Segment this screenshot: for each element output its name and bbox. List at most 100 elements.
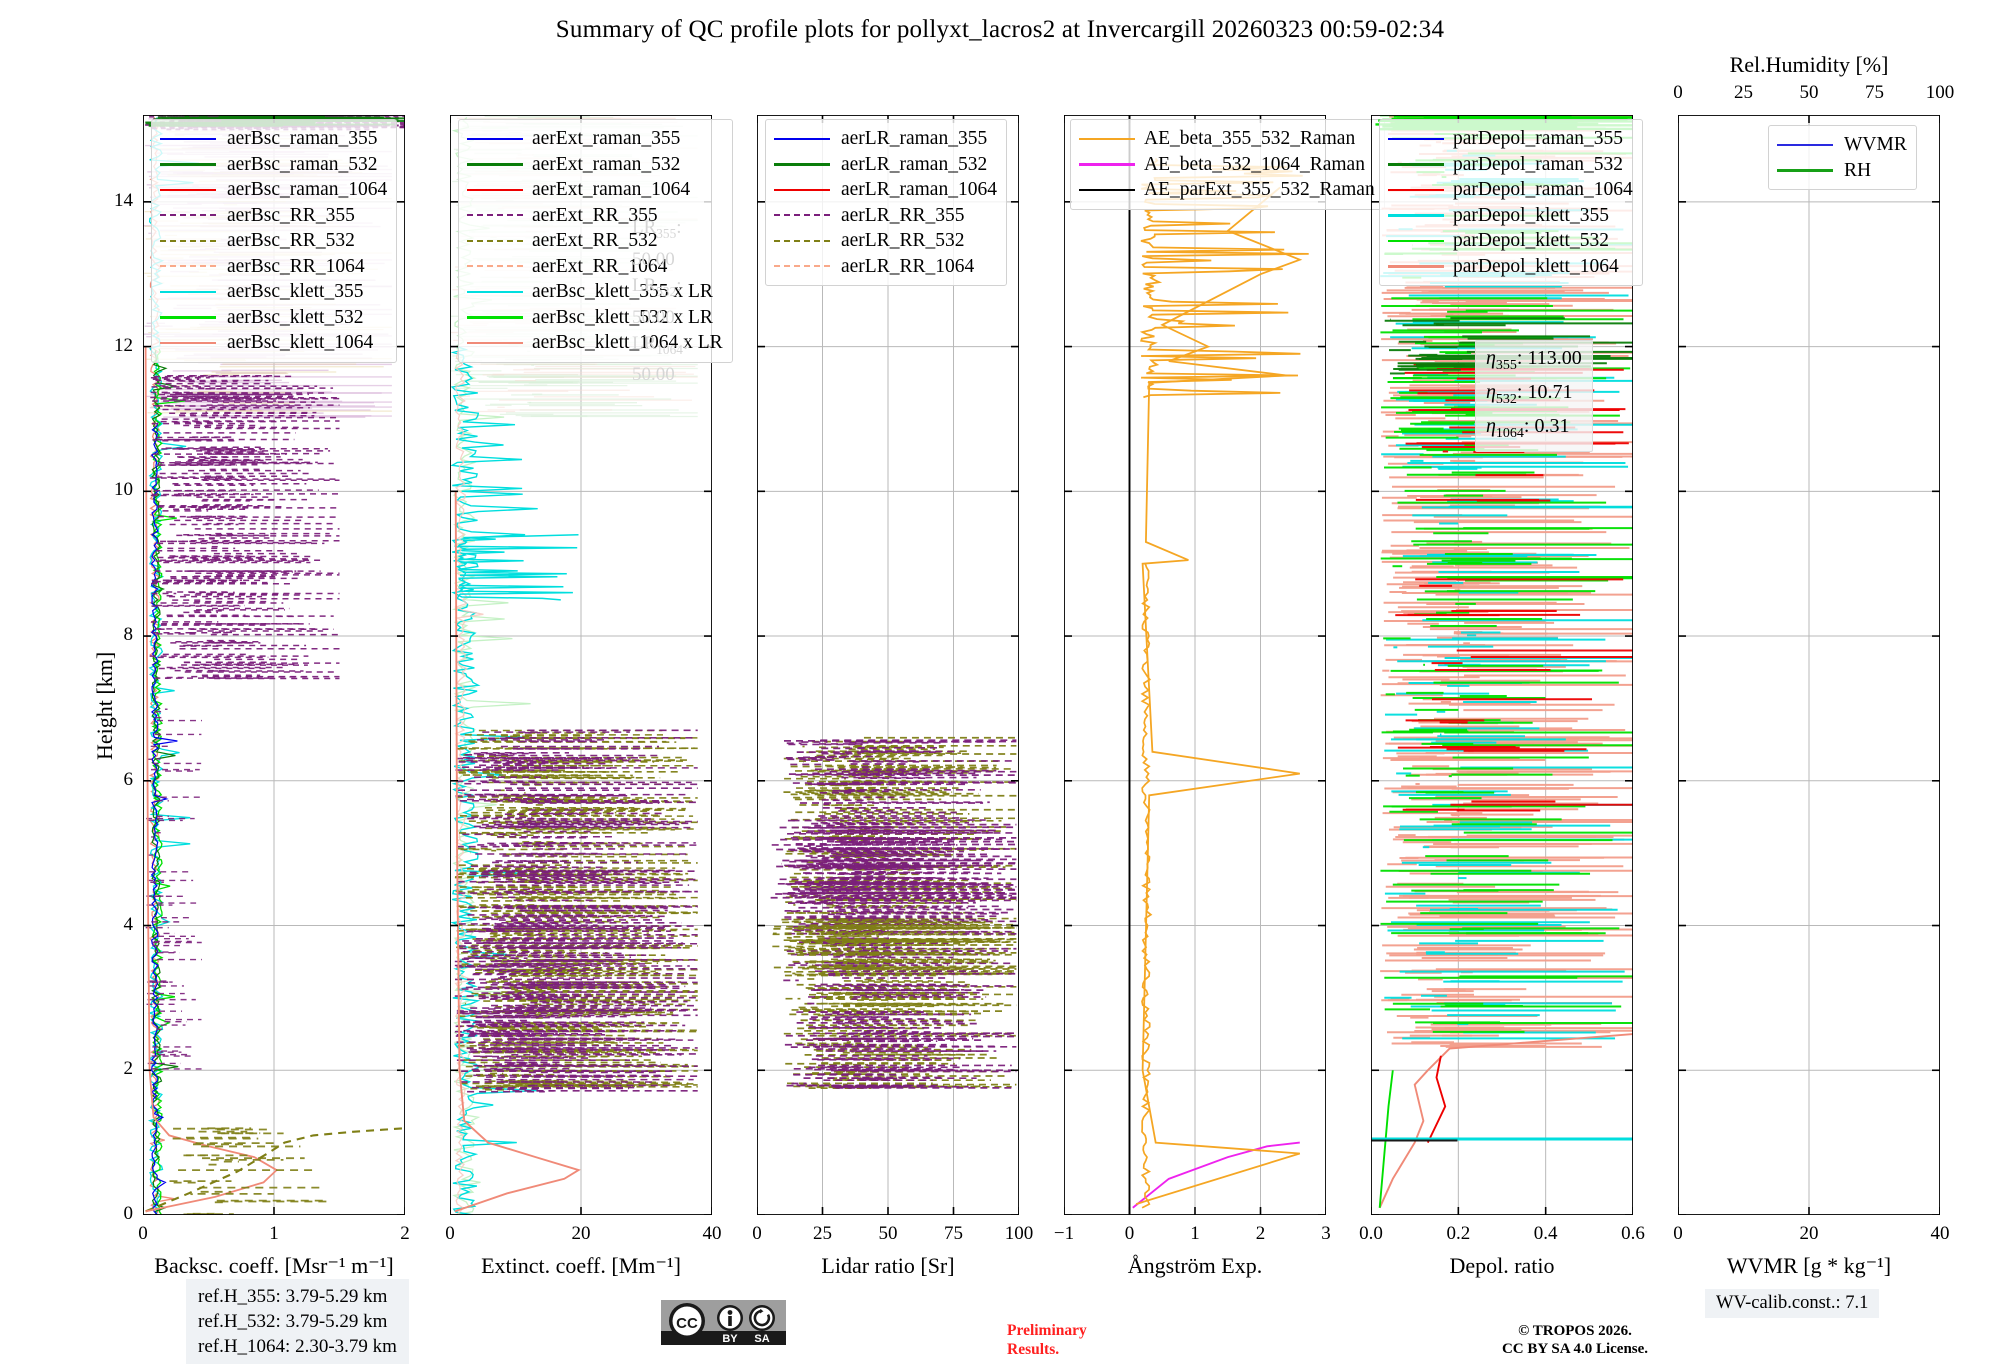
legend-item[interactable]: aerLR_raman_532: [774, 152, 997, 178]
legend-item[interactable]: AE_beta_355_532_Raman: [1079, 126, 1375, 152]
legend-item[interactable]: parDepol_klett_1064: [1388, 254, 1633, 280]
legend-item[interactable]: aerExt_raman_532: [467, 152, 723, 178]
legend-label: aerBsc_RR_1064: [227, 255, 365, 277]
legend-extinction[interactable]: aerExt_raman_355 aerExt_raman_532 aerExt_r…: [458, 119, 733, 363]
x-axis-label-depolarization: Depol. ratio: [1449, 1253, 1555, 1278]
eta-value: η532: 10.71: [1486, 381, 1573, 407]
legend-label: aerBsc_raman_532: [227, 153, 378, 175]
legend-swatch: [1388, 228, 1453, 254]
legend-item[interactable]: AE_parExt_355_532_Raman: [1079, 177, 1375, 203]
y-tick-label: 12: [114, 334, 133, 356]
legend-backscatter[interactable]: aerBsc_raman_355 aerBsc_raman_532 aerBsc_r…: [151, 119, 398, 363]
legend-label: parDepol_raman_355: [1453, 128, 1624, 149]
x-tick-label: 25: [813, 1223, 832, 1244]
legend-item[interactable]: aerExt_RR_532: [467, 228, 723, 254]
legend-swatch: [467, 279, 532, 305]
legend-item[interactable]: aerLR_raman_1064: [774, 177, 997, 203]
legend-item[interactable]: aerBsc_klett_355: [160, 279, 387, 305]
legend-angstrom[interactable]: AE_beta_355_532_Raman AE_beta_532_1064_Ra…: [1070, 119, 1385, 210]
lr-note: LR1064: 50.00: [632, 332, 689, 386]
legend-swatch: [160, 203, 227, 229]
legend-swatch: [160, 152, 227, 178]
ref-height-box: ref.H_355: 3.79-5.29 km ref.H_532: 3.79-…: [186, 1279, 409, 1364]
ref-height-532: ref.H_532: 3.79-5.29 km: [198, 1311, 388, 1332]
svg-text:BY: BY: [722, 1333, 738, 1345]
legend-item[interactable]: aerLR_RR_1064: [774, 254, 997, 280]
legend-item[interactable]: aerBsc_RR_532: [160, 228, 387, 254]
legend-item[interactable]: aerBsc_raman_355: [160, 126, 387, 152]
legend-label: aerBsc_RR_355: [227, 204, 355, 226]
legend-item[interactable]: aerBsc_raman_532: [160, 152, 387, 178]
figure-title: Summary of QC profile plots for pollyxt_…: [555, 16, 1445, 43]
legend-item[interactable]: parDepol_raman_355: [1388, 126, 1633, 152]
legend-swatch: [774, 126, 841, 152]
lidar-ratio-overlay-notes: LR355: 50.00 LR532: 50.00 LR1064: 50.00: [632, 215, 712, 388]
legend-item[interactable]: aerExt_RR_1064: [467, 254, 723, 280]
legend-swatch: [467, 254, 532, 280]
x-tick-label: 0: [138, 1223, 148, 1244]
legend-item[interactable]: aerExt_RR_355: [467, 203, 723, 229]
legend-item[interactable]: AE_beta_532_1064_Raman: [1079, 152, 1375, 178]
preliminary-line-1: Preliminary: [1007, 1322, 1087, 1339]
legend-label: parDepol_klett_355: [1453, 204, 1609, 226]
x-tick-label: 1: [269, 1223, 279, 1244]
legend-item[interactable]: parDepol_raman_532: [1388, 152, 1633, 178]
panel-angstrom: −1 0 1 2 3 Ångström Exp. AE_beta_355_532_Raman…: [1054, 115, 1385, 1278]
cc-license-badge: CC BY SA: [661, 1300, 786, 1350]
legend-swatch: [467, 330, 532, 356]
y-axis-label: Height [km]: [92, 651, 117, 760]
top-x-tick-label: 0: [1673, 82, 1683, 103]
legend-label: RH: [1844, 159, 1872, 181]
legend-label: aerBsc_raman_1064: [227, 179, 388, 200]
x-tick-label: 0: [1124, 1223, 1135, 1244]
legend-swatch: [1777, 132, 1844, 158]
x-axis-label-backscatter: Backsc. coeff. [Msr⁻¹ m⁻¹]: [154, 1253, 394, 1278]
legend-item[interactable]: aerExt_raman_1064: [467, 177, 723, 203]
ref-height-355: ref.H_355: 3.79-5.29 km: [198, 1286, 388, 1307]
legend-swatch: [160, 177, 227, 203]
svg-text:SA: SA: [754, 1333, 769, 1345]
legend-swatch: [1388, 177, 1453, 203]
legend-depolarization[interactable]: parDepol_raman_355 parDepol_raman_532 parD…: [1379, 119, 1643, 286]
legend-item[interactable]: aerBsc_klett_355 x LR: [467, 279, 723, 305]
legend-item[interactable]: aerBsc_klett_1064 x LR: [467, 330, 723, 356]
panel-backscatter: 0 2 4 6 8 10 12 14 0 1 2 Backsc. coeff. [Msr⁻¹ m⁻¹]…: [114, 115, 410, 1278]
legend-item[interactable]: aerLR_RR_355: [774, 203, 997, 229]
legend-label: aerBsc_klett_1064: [227, 332, 374, 353]
legend-swatch: [1079, 152, 1144, 178]
legend-item[interactable]: aerBsc_RR_1064: [160, 254, 387, 280]
legend-label: aerLR_RR_1064: [841, 255, 975, 277]
wv-calib-box: WV-calib.const.: 7.1: [1705, 1289, 1880, 1318]
legend-wvmr[interactable]: WVMR RH: [1768, 125, 1917, 190]
legend-item[interactable]: aerLR_RR_532: [774, 228, 997, 254]
x-tick-label: 0: [445, 1223, 455, 1244]
copyright-line-2: CC BY SA 4.0 License.: [1501, 1341, 1649, 1357]
legend-label: aerExt_RR_1064: [532, 255, 668, 277]
legend-lidar-ratio[interactable]: aerLR_raman_355 aerLR_raman_532 aerLR_rama…: [765, 119, 1007, 286]
legend-item[interactable]: parDepol_klett_355: [1388, 203, 1633, 229]
top-x-tick-label: 25: [1734, 82, 1753, 103]
legend-item[interactable]: parDepol_raman_1064: [1388, 177, 1633, 203]
x-tick-label: 20: [571, 1223, 591, 1244]
legend-swatch: [160, 126, 227, 152]
legend-swatch: [160, 305, 227, 331]
legend-item[interactable]: aerBsc_klett_532: [160, 305, 387, 331]
legend-label: aerLR_RR_532: [841, 230, 965, 251]
legend-swatch: [1388, 254, 1453, 280]
legend-item[interactable]: RH: [1777, 158, 1907, 184]
legend-item[interactable]: aerBsc_RR_355: [160, 203, 387, 229]
y-tick-label: 6: [123, 768, 134, 790]
legend-item[interactable]: aerLR_raman_355: [774, 126, 997, 152]
legend-item[interactable]: parDepol_klett_532: [1388, 228, 1633, 254]
legend-item[interactable]: aerBsc_klett_1064: [160, 330, 387, 356]
legend-item[interactable]: aerBsc_klett_532 x LR: [467, 305, 723, 331]
legend-item[interactable]: aerBsc_raman_1064: [160, 177, 387, 203]
legend-swatch: [160, 279, 227, 305]
legend-item[interactable]: WVMR: [1777, 132, 1907, 158]
copyright-note: © TROPOS 2026. CC BY SA 4.0 License.: [1460, 1322, 1690, 1358]
legend-item[interactable]: aerExt_raman_355: [467, 126, 723, 152]
x-tick-label: 0: [752, 1223, 762, 1244]
x-tick-label: 50: [878, 1223, 898, 1244]
x-tick-label: 40: [1930, 1223, 1950, 1244]
